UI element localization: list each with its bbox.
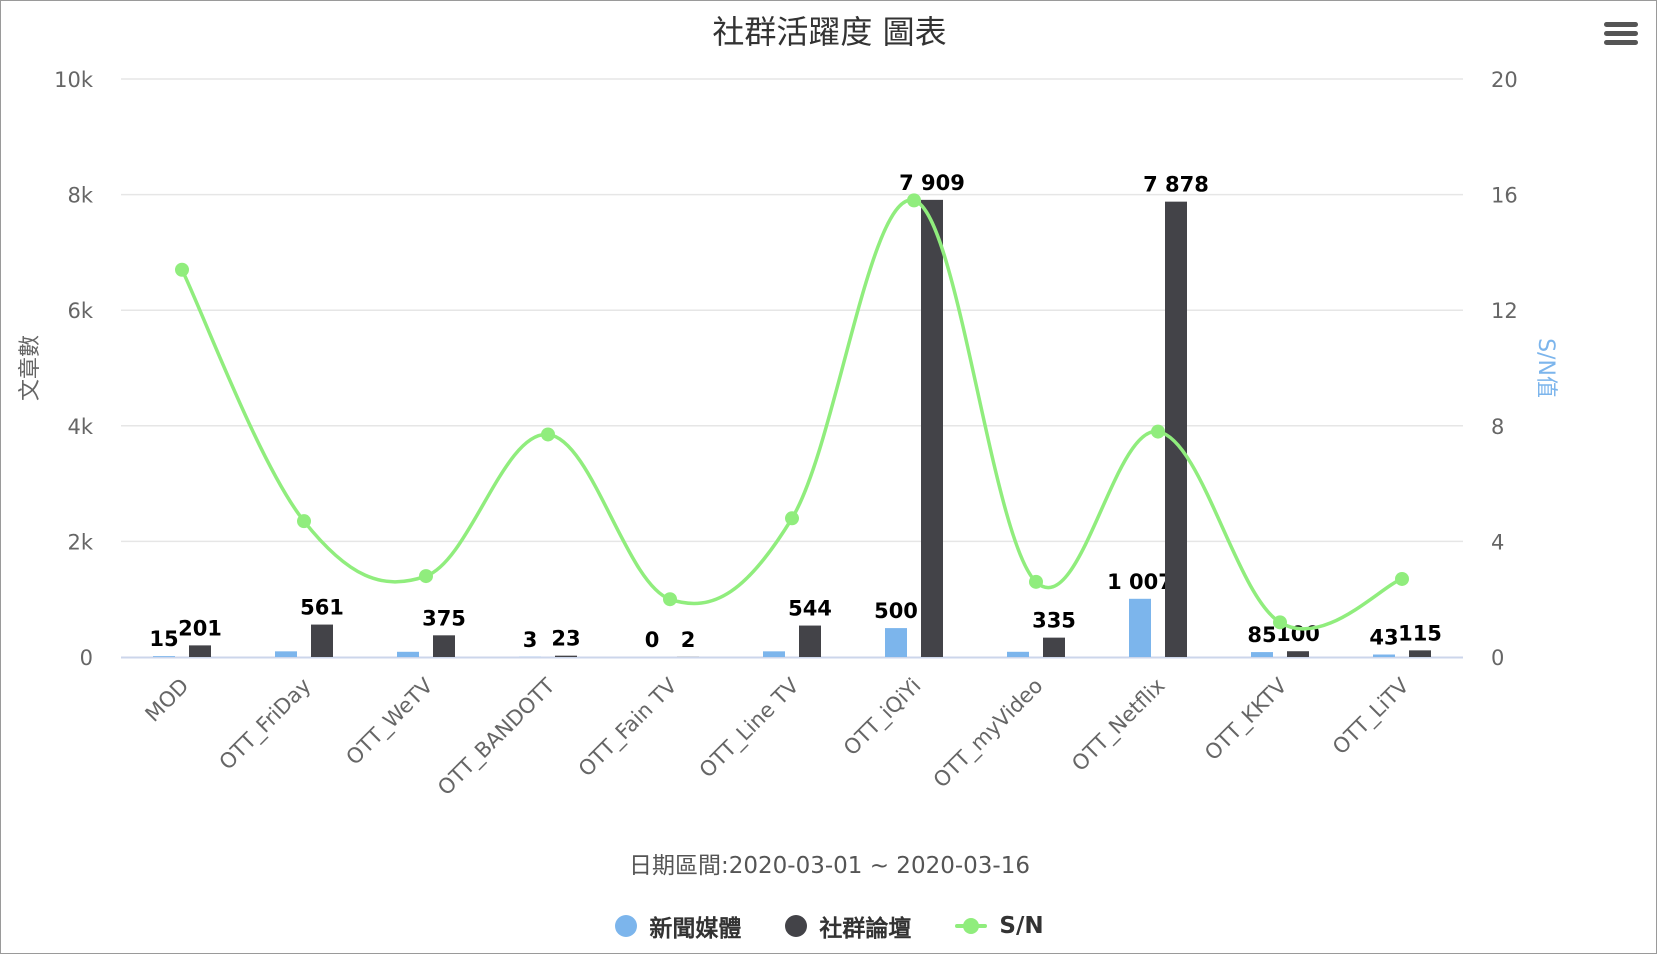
legend-label-news-media: 新聞媒體 bbox=[649, 909, 741, 943]
bar-series-1-ott-litv bbox=[1409, 650, 1431, 657]
bar-series-1-ott-bandott bbox=[555, 656, 577, 657]
bar-series-1-ott-wetv bbox=[433, 635, 455, 657]
y2-axis-title: S/N值 bbox=[1533, 338, 1558, 398]
bar-series-1-ott-myvideo bbox=[1043, 638, 1065, 657]
y2-tick-label: 4 bbox=[1491, 530, 1504, 554]
bar-series-0-ott-litv bbox=[1373, 655, 1395, 657]
data-label-series-1-ott-bandott: 23 bbox=[551, 627, 580, 651]
sn-point-mod bbox=[175, 263, 189, 277]
x-tick-label-ott-litv: OTT_LiTV bbox=[1328, 673, 1415, 760]
chart-legend: 新聞媒體 社群論壇 S/N bbox=[1, 909, 1657, 943]
data-label-series-0-mod: 15 bbox=[149, 627, 178, 651]
sn-line bbox=[182, 200, 1402, 629]
bar-series-0-ott-myvideo bbox=[1007, 652, 1029, 657]
sn-point-ott-wetv bbox=[419, 569, 433, 583]
bar-series-0-ott-friday bbox=[275, 651, 297, 657]
data-label-series-1-ott-netflix: 7 878 bbox=[1143, 173, 1209, 197]
legend-item-news-media[interactable]: 新聞媒體 bbox=[615, 909, 741, 943]
bar-series-1-mod bbox=[189, 645, 211, 657]
bar-series-1-ott-kktv bbox=[1287, 651, 1309, 657]
data-label-series-0-ott-netflix: 1 007 bbox=[1107, 570, 1173, 594]
y2-tick-label: 20 bbox=[1491, 68, 1518, 92]
x-tick-label-ott-netflix: OTT_Netflix bbox=[1067, 674, 1170, 777]
sn-point-ott-iqiyi bbox=[907, 193, 921, 207]
data-label-series-1-ott-iqiyi: 7 909 bbox=[899, 171, 965, 195]
data-label-series-1-ott-myvideo: 335 bbox=[1032, 609, 1076, 633]
y-tick-label: 6k bbox=[67, 299, 93, 323]
x-tick-label-ott-friday: OTT_FriDay bbox=[215, 674, 317, 776]
data-label-series-1-mod: 201 bbox=[178, 616, 222, 640]
sn-point-ott-fain-tv bbox=[663, 592, 677, 606]
data-label-series-0-ott-kktv: 85 bbox=[1247, 623, 1276, 647]
data-label-series-0-ott-iqiyi: 500 bbox=[874, 599, 918, 623]
sn-point-ott-friday bbox=[297, 514, 311, 528]
bar-series-0-ott-wetv bbox=[397, 652, 419, 657]
data-label-series-1-ott-litv: 115 bbox=[1398, 621, 1442, 645]
data-label-series-0-ott-fain-tv: 0 bbox=[645, 628, 660, 652]
sn-point-ott-kktv bbox=[1273, 615, 1287, 629]
legend-marker-news-media bbox=[615, 915, 637, 937]
y-tick-label: 8k bbox=[67, 184, 93, 208]
data-label-series-1-ott-fain-tv: 2 bbox=[681, 628, 696, 652]
legend-item-sn-ratio[interactable]: S/N bbox=[955, 913, 1043, 939]
legend-marker-sn-ratio bbox=[955, 924, 987, 928]
x-tick-label-ott-wetv: OTT_WeTV bbox=[341, 673, 438, 770]
x-tick-label-ott-fain-tv: OTT_Fain TV bbox=[574, 673, 683, 782]
data-label-series-1-ott-line-tv: 544 bbox=[788, 597, 832, 621]
bar-series-0-ott-netflix bbox=[1129, 599, 1151, 657]
data-label-series-1-ott-friday: 561 bbox=[300, 596, 344, 620]
legend-marker-social-forum bbox=[785, 915, 807, 937]
bar-series-1-ott-iqiyi bbox=[921, 200, 943, 657]
x-tick-label-ott-line-tv: OTT_Line TV bbox=[695, 673, 805, 783]
y2-tick-label: 16 bbox=[1491, 184, 1518, 208]
bar-series-0-ott-line-tv bbox=[763, 651, 785, 657]
legend-label-social-forum: 社群論壇 bbox=[819, 909, 911, 943]
y-tick-label: 10k bbox=[54, 68, 94, 92]
x-tick-label-ott-bandott: OTT_BANDOTT bbox=[433, 673, 560, 800]
y-axis-title: 文章數 bbox=[18, 335, 43, 401]
bar-series-0-mod bbox=[153, 656, 175, 657]
y2-tick-label: 12 bbox=[1491, 299, 1518, 323]
x-axis-title: 日期區間:2020-03-01 ~ 2020-03-16 bbox=[1, 846, 1657, 880]
data-label-series-1-ott-wetv: 375 bbox=[422, 606, 466, 630]
legend-marker-sn-ratio-dot bbox=[963, 918, 979, 934]
y-tick-label: 4k bbox=[67, 415, 93, 439]
y-tick-label: 0 bbox=[80, 646, 93, 670]
bar-series-1-ott-netflix bbox=[1165, 202, 1187, 657]
x-tick-label-ott-iqiyi: OTT_iQiYi bbox=[839, 674, 926, 761]
legend-label-sn-ratio: S/N bbox=[999, 913, 1043, 939]
y2-tick-label: 8 bbox=[1491, 415, 1504, 439]
sn-point-ott-netflix bbox=[1151, 425, 1165, 439]
y-tick-label: 2k bbox=[67, 530, 93, 554]
x-tick-label-mod: MOD bbox=[141, 674, 194, 727]
bar-series-1-ott-line-tv bbox=[799, 626, 821, 657]
sn-point-ott-myvideo bbox=[1029, 575, 1043, 589]
bar-series-0-ott-kktv bbox=[1251, 652, 1273, 657]
data-label-series-0-ott-litv: 43 bbox=[1369, 626, 1398, 650]
bar-series-1-ott-friday bbox=[311, 625, 333, 657]
sn-point-ott-litv bbox=[1395, 572, 1409, 586]
x-tick-label-ott-kktv: OTT_KKTV bbox=[1200, 673, 1293, 766]
data-label-series-0-ott-bandott: 3 bbox=[523, 628, 538, 652]
y2-tick-label: 0 bbox=[1491, 646, 1504, 670]
legend-item-social-forum[interactable]: 社群論壇 bbox=[785, 909, 911, 943]
sn-point-ott-bandott bbox=[541, 427, 555, 441]
bar-series-0-ott-iqiyi bbox=[885, 628, 907, 657]
x-tick-label-ott-myvideo: OTT_myVideo bbox=[929, 674, 1049, 794]
sn-point-ott-line-tv bbox=[785, 511, 799, 525]
